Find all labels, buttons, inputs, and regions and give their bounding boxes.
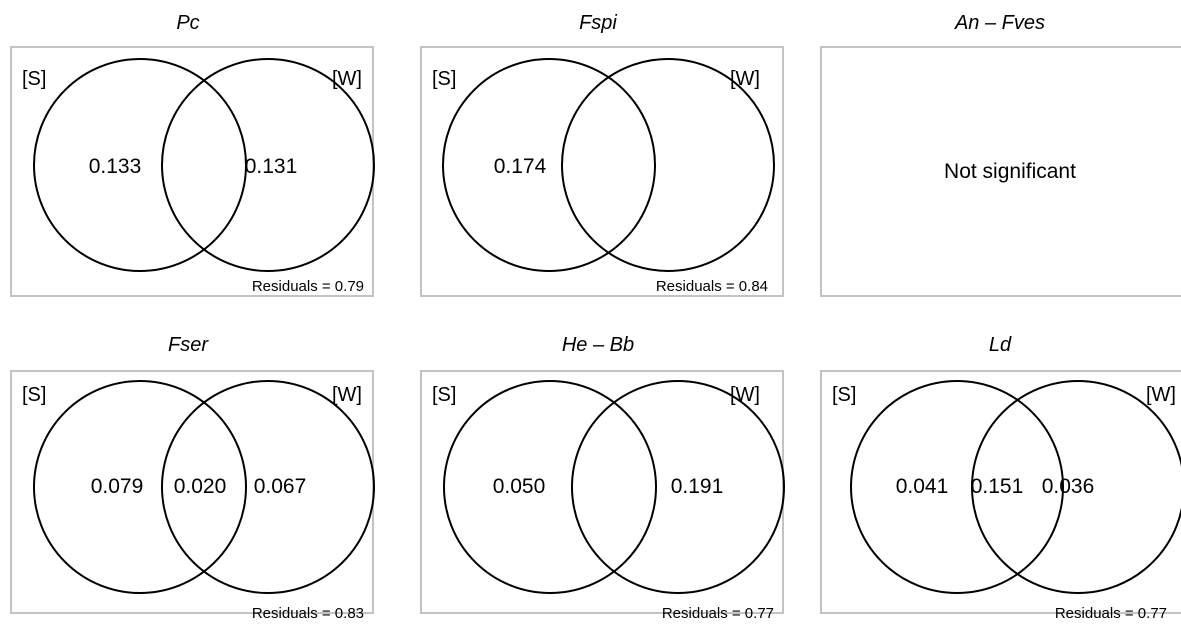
venn-panel-fser: Fser [S] [W] 0.079 0.020 0.067 Residuals…	[0, 318, 390, 624]
panel-title: Ld	[988, 334, 1012, 356]
w-label: [W]	[332, 384, 362, 406]
left-only-value: 0.133	[88, 155, 142, 178]
panel-title: An – Fves	[954, 12, 1046, 34]
panel-frame	[420, 46, 784, 297]
panel-title: Fspi	[579, 12, 617, 34]
residuals-text: Residuals = 0.77	[1054, 605, 1167, 622]
residuals-text: Residuals = 0.84	[655, 278, 768, 295]
s-label: [S]	[22, 384, 47, 406]
right-only-value: 0.036	[1041, 475, 1095, 498]
circle-w	[571, 380, 785, 594]
left-only-value: 0.050	[492, 475, 546, 498]
s-label: [S]	[832, 384, 857, 406]
venn-panel-ld: Ld [S] [W] 0.041 0.151 0.036 Residuals =…	[810, 318, 1181, 624]
w-label: [W]	[730, 384, 760, 406]
panel-title: Pc	[176, 12, 200, 34]
circle-s	[33, 380, 247, 594]
circle-s	[443, 380, 657, 594]
residuals-text: Residuals = 0.79	[251, 278, 364, 295]
panel-frame	[820, 46, 1181, 297]
overlap-value: 0.151	[970, 475, 1024, 498]
circle-s	[850, 380, 1064, 594]
right-only-value: 0.131	[244, 155, 298, 178]
venn-diagram	[33, 380, 375, 594]
panel-title: Fser	[168, 334, 208, 356]
left-only-value: 0.079	[90, 475, 144, 498]
circle-w	[971, 380, 1181, 594]
venn-diagram	[33, 58, 375, 272]
venn-panel-pc: Pc [S] [W] 0.133 0.131 Residuals = 0.79	[0, 0, 390, 306]
circle-s	[442, 58, 656, 272]
venn-panel-an-fves: An – Fves Not significant	[810, 0, 1181, 306]
w-label: [W]	[332, 68, 362, 90]
circle-s	[33, 58, 247, 272]
circle-w	[161, 58, 375, 272]
overlap-value: 0.020	[173, 475, 227, 498]
circle-w	[561, 58, 775, 272]
s-label: [S]	[22, 68, 47, 90]
venn-diagram	[850, 380, 1181, 594]
venn-panel-fspi: Fspi [S] [W] 0.174 Residuals = 0.84	[410, 0, 800, 306]
s-label: [S]	[432, 68, 457, 90]
right-only-value: 0.067	[253, 475, 307, 498]
right-only-value: 0.191	[670, 475, 724, 498]
w-label: [W]	[730, 68, 760, 90]
left-only-value: 0.041	[895, 475, 949, 498]
venn-panel-he-bb: He – Bb [S] [W] 0.050 0.191 Residuals = …	[410, 318, 800, 624]
w-label: [W]	[1146, 384, 1176, 406]
venn-diagram	[443, 380, 785, 594]
residuals-text: Residuals = 0.83	[251, 605, 364, 622]
s-label: [S]	[432, 384, 457, 406]
venn-diagram	[442, 58, 775, 272]
circle-w	[161, 380, 375, 594]
residuals-text: Residuals = 0.77	[661, 605, 774, 622]
panel-title: He – Bb	[561, 334, 635, 356]
not-significant-message: Not significant	[944, 159, 1076, 183]
left-only-value: 0.174	[493, 155, 547, 178]
